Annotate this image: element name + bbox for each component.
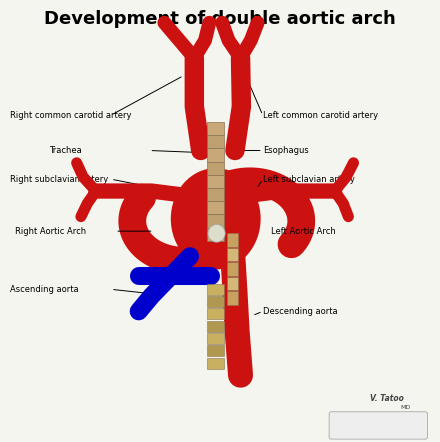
Text: V. Tatoo: V. Tatoo xyxy=(370,393,404,403)
Bar xyxy=(207,333,224,344)
Ellipse shape xyxy=(171,168,260,270)
Bar xyxy=(207,308,224,319)
Bar xyxy=(227,291,238,305)
Bar xyxy=(207,188,224,201)
Bar xyxy=(227,233,238,247)
Circle shape xyxy=(208,225,225,242)
Text: Development of double aortic arch: Development of double aortic arch xyxy=(44,11,396,28)
Bar xyxy=(227,248,238,261)
Text: Descending aorta: Descending aorta xyxy=(263,307,337,316)
Text: (cc) (i) (s) (a): (cc) (i) (s) (a) xyxy=(361,423,396,428)
Text: MD: MD xyxy=(400,404,411,410)
Text: Left common carotid artery: Left common carotid artery xyxy=(263,111,378,120)
Bar xyxy=(207,122,224,135)
Text: Left subclavian artery: Left subclavian artery xyxy=(263,175,355,183)
Bar xyxy=(227,263,238,276)
Text: Trachea: Trachea xyxy=(49,146,81,155)
FancyBboxPatch shape xyxy=(329,412,428,439)
Bar xyxy=(207,320,224,332)
Text: Right subclavian artery: Right subclavian artery xyxy=(11,175,109,183)
Bar xyxy=(207,201,224,214)
Bar xyxy=(227,277,238,290)
Bar xyxy=(207,228,224,241)
Bar xyxy=(207,175,224,188)
Text: Right common carotid artery: Right common carotid artery xyxy=(11,111,132,120)
Bar xyxy=(207,135,224,149)
Bar xyxy=(207,296,224,307)
Text: Ascending aorta: Ascending aorta xyxy=(11,285,79,294)
Text: Left Aortic Arch: Left Aortic Arch xyxy=(271,227,336,236)
Text: Esophagus: Esophagus xyxy=(263,146,308,155)
Text: Radiopaedia.org: Radiopaedia.org xyxy=(377,412,425,417)
Text: Right Aortic Arch: Right Aortic Arch xyxy=(15,227,86,236)
Bar xyxy=(207,214,224,228)
Bar xyxy=(207,358,224,369)
Bar xyxy=(207,149,224,161)
Bar xyxy=(207,161,224,175)
Bar xyxy=(207,345,224,356)
Bar xyxy=(207,284,224,294)
